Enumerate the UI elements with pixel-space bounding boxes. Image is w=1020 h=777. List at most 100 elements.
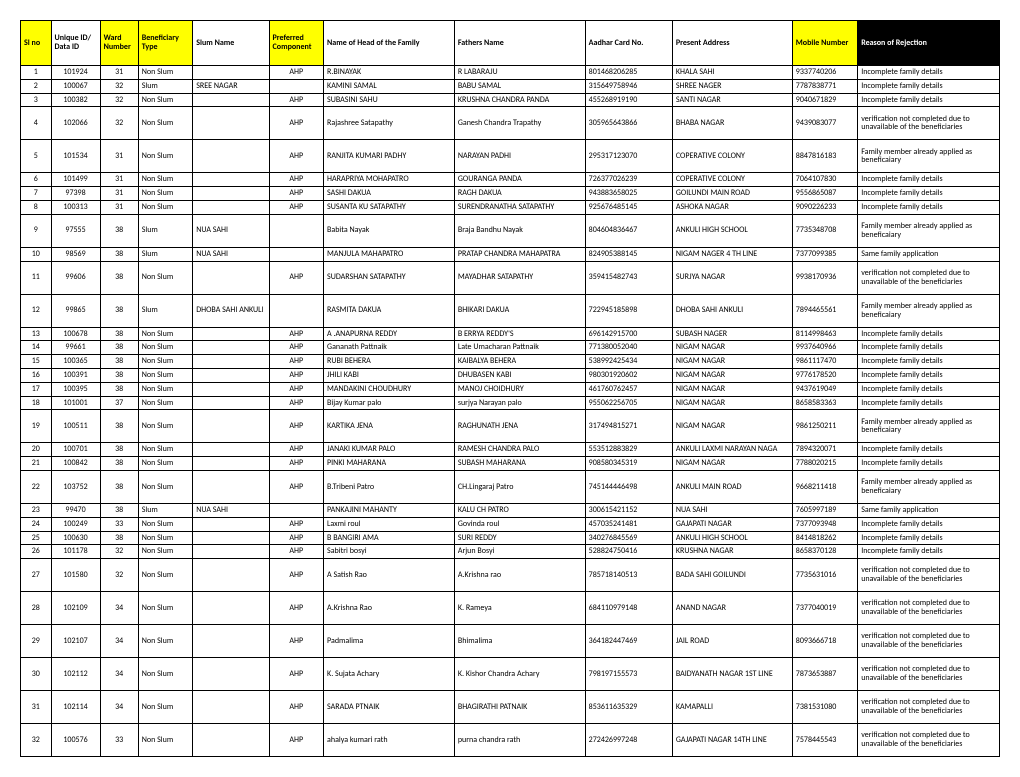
cell: Non Slum (138, 691, 193, 724)
cell: 7 (21, 187, 52, 201)
table-row: 3110211434Non SlumAHPSARADA PTNAIKBHAGIR… (21, 691, 1000, 724)
cell: AHP (269, 443, 324, 457)
cell: DHOBA SAHI ANKULI (193, 294, 269, 327)
cell: AHP (269, 187, 324, 201)
cell: Non Slum (138, 355, 193, 369)
cell: SUBASH MAHARANA (454, 457, 585, 471)
column-header: Beneficiary Type (138, 21, 193, 66)
table-row: 210006732SlumSREE NAGARKAMINI SAMALBABU … (21, 79, 1000, 93)
cell (193, 457, 269, 471)
cell: 528824750416 (585, 545, 672, 559)
cell: Non Slum (138, 517, 193, 531)
cell: Family member already applied as benefic… (858, 140, 1000, 173)
cell: DHUBASEN KABI (454, 368, 585, 382)
cell: 9040671829 (792, 93, 857, 107)
table-row: 2910210734Non SlumAHPPadmalimaBhimalima3… (21, 625, 1000, 658)
cell: Non Slum (138, 66, 193, 80)
cell: 100701 (51, 443, 100, 457)
cell: ANKULI HIGH SCHOOL (672, 214, 792, 247)
cell: 7873653887 (792, 658, 857, 691)
cell: Incomplete family details (858, 341, 1000, 355)
cell: Slum (138, 503, 193, 517)
cell: Non Slum (138, 341, 193, 355)
cell: Incomplete family details (858, 531, 1000, 545)
cell: verification not completed due to unavai… (858, 691, 1000, 724)
cell (193, 559, 269, 592)
cell: 34 (100, 658, 138, 691)
cell: Non Slum (138, 187, 193, 201)
cell: AHP (269, 93, 324, 107)
cell: Non Slum (138, 396, 193, 410)
cell: verification not completed due to unavai… (858, 107, 1000, 140)
cell: 5 (21, 140, 52, 173)
cell: Non Slum (138, 93, 193, 107)
cell: 696142915700 (585, 327, 672, 341)
table-row: 1610039138Non SlumAHPJHILI KABIDHUBASEN … (21, 368, 1000, 382)
table-row: 1810100137Non SlumAHPBijay Kumar palosur… (21, 396, 1000, 410)
cell: ANAND NAGAR (672, 592, 792, 625)
cell: 801468206285 (585, 66, 672, 80)
table-row: 2110084238Non SlumAHPPINKI MAHARANASUBAS… (21, 457, 1000, 471)
cell: AHP (269, 559, 324, 592)
cell: 31 (100, 140, 138, 173)
cell (193, 327, 269, 341)
table-row: 3010211234Non SlumAHPK. Sujata AcharyK. … (21, 658, 1000, 691)
cell: 102107 (51, 625, 100, 658)
cell (193, 66, 269, 80)
cell: Family member already applied as benefic… (858, 294, 1000, 327)
cell: Incomplete family details (858, 93, 1000, 107)
cell: 9861250211 (792, 410, 857, 443)
cell: 17 (21, 382, 52, 396)
cell: K. Sujata Achary (324, 658, 455, 691)
cell: 6 (21, 173, 52, 187)
cell: Non Slum (138, 261, 193, 294)
cell: 8 (21, 200, 52, 214)
cell: 38 (100, 368, 138, 382)
cell: JHILI KABI (324, 368, 455, 382)
cell: AHP (269, 545, 324, 559)
column-header: Reason of Rejection (858, 21, 1000, 66)
cell: 295317123070 (585, 140, 672, 173)
cell (193, 592, 269, 625)
table-row: 1310067838Non SlumAHPA .ANAPURNA REDDYB … (21, 327, 1000, 341)
cell: Family member already applied as benefic… (858, 410, 1000, 443)
cell (193, 531, 269, 545)
cell: 30 (21, 658, 52, 691)
cell: 9938170936 (792, 261, 857, 294)
cell: 7787838771 (792, 79, 857, 93)
cell: 461760762457 (585, 382, 672, 396)
cell: 34 (100, 691, 138, 724)
cell: 101499 (51, 173, 100, 187)
cell: 955062256705 (585, 396, 672, 410)
table-row: 79739831Non SlumAHPSASHI DAKUARAGH DAKUA… (21, 187, 1000, 201)
cell: 2 (21, 79, 52, 93)
cell: 33 (100, 517, 138, 531)
cell: Incomplete family details (858, 355, 1000, 369)
cell: MAYADHAR SATAPATHY (454, 261, 585, 294)
table-row: 110192431Non SlumAHPR.BINAYAKR LABARAJU8… (21, 66, 1000, 80)
cell: 101001 (51, 396, 100, 410)
cell: R LABARAJU (454, 66, 585, 80)
cell: AHP (269, 66, 324, 80)
cell: 980301920602 (585, 368, 672, 382)
cell: Non Slum (138, 625, 193, 658)
cell: SURJYA NAGAR (672, 261, 792, 294)
cell: Non Slum (138, 327, 193, 341)
cell: verification not completed due to unavai… (858, 559, 1000, 592)
cell: 824905388145 (585, 247, 672, 261)
cell: MANJULA MAHAPATRO (324, 247, 455, 261)
table-row: 109856938SlumNUA SAHIMANJULA MAHAPATROPR… (21, 247, 1000, 261)
cell: ANKULI MAIN ROAD (672, 470, 792, 503)
cell: 34 (100, 592, 138, 625)
cell: Arjun Bosyi (454, 545, 585, 559)
cell (269, 247, 324, 261)
beneficiary-table: Sl noUnique ID/ Data IDWard NumberBenefi… (20, 20, 1000, 757)
cell: 364182447469 (585, 625, 672, 658)
cell: AHP (269, 341, 324, 355)
cell: 3 (21, 93, 52, 107)
cell: Non Slum (138, 140, 193, 173)
cell: BHAGIRATHI PATNAIK (454, 691, 585, 724)
cell: 925676485145 (585, 200, 672, 214)
cell: SUBASH NAGER (672, 327, 792, 341)
cell: KAMAPALLI (672, 691, 792, 724)
